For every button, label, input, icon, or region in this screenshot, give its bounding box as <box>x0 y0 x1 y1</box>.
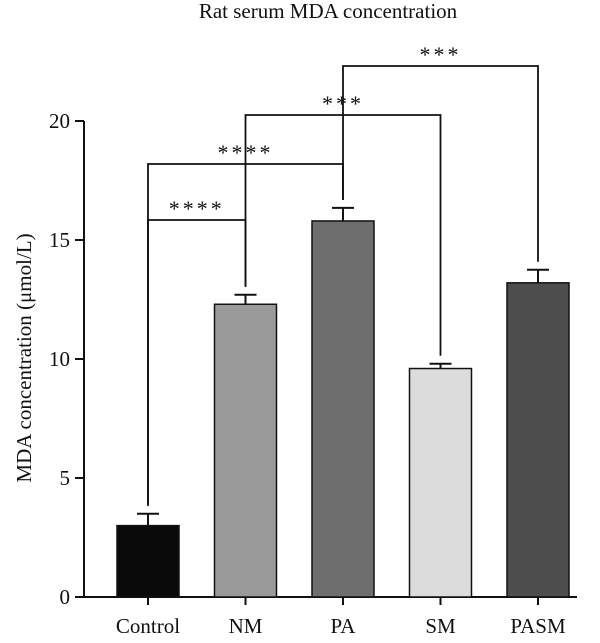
bars-group <box>116 220 570 598</box>
y-tick-label: 0 <box>60 585 71 609</box>
x-tick-label: NM <box>229 614 263 638</box>
x-tick-label: SM <box>425 614 456 638</box>
x-tick-label: PA <box>331 614 357 638</box>
y-tick-label: 10 <box>49 347 70 371</box>
bar-control <box>116 524 180 598</box>
significance-bracket <box>342 65 539 262</box>
x-tick-label: PASM <box>510 614 566 638</box>
significance-label: **** <box>218 140 274 165</box>
y-tick-label: 20 <box>49 109 70 133</box>
significance-brackets-group: ************** <box>147 42 539 506</box>
y-tick-label: 15 <box>49 228 70 252</box>
bar-pa <box>311 220 375 598</box>
y-axis-label: MDA concentration (μmol/L) <box>12 233 36 482</box>
chart-title: Rat serum MDA concentration <box>199 0 458 23</box>
y-tick-label: 5 <box>60 466 71 490</box>
x-tick-label: Control <box>116 614 180 638</box>
significance-label: *** <box>322 91 364 116</box>
significance-label: **** <box>169 196 225 221</box>
bar-pasm <box>506 282 570 598</box>
bar-sm <box>408 367 473 598</box>
significance-label: *** <box>420 42 462 67</box>
error-bars-group <box>137 206 549 526</box>
bar-nm <box>213 303 278 598</box>
